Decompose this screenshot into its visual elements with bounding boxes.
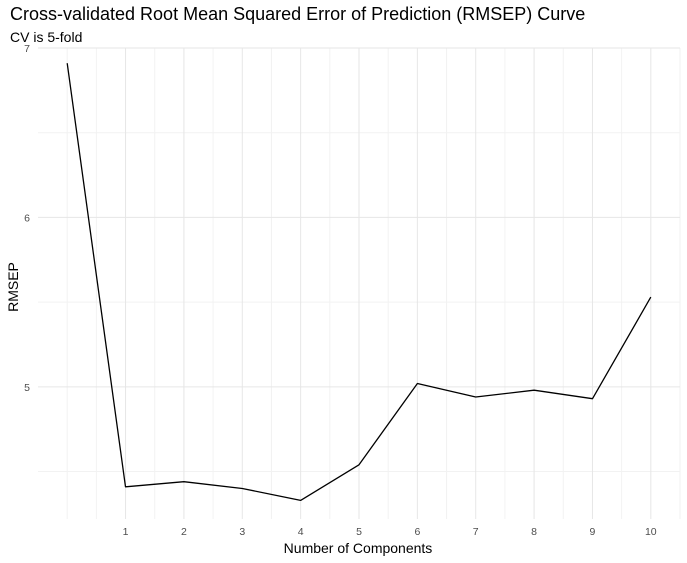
x-tick-label: 10 <box>645 526 657 538</box>
x-tick-label: 2 <box>181 526 187 538</box>
x-tick-labels: 1 2 3 4 5 6 7 8 9 10 <box>123 526 657 538</box>
minor-gridlines <box>38 48 681 519</box>
x-tick-label: 1 <box>123 526 129 538</box>
x-tick-label: 5 <box>356 526 362 538</box>
x-tick-label: 7 <box>473 526 479 538</box>
x-axis-title: Number of Components <box>284 540 433 556</box>
x-tick-label: 9 <box>590 526 596 538</box>
major-gridlines <box>38 47 680 519</box>
chart-subtitle: CV is 5-fold <box>10 29 83 45</box>
y-tick-label: 6 <box>24 212 30 224</box>
rmsep-series-line <box>66 63 652 502</box>
y-axis-title: RMSEP <box>5 262 21 312</box>
x-tick-label: 8 <box>531 526 537 538</box>
chart-title: Cross-validated Root Mean Squared Error … <box>10 4 586 24</box>
x-tick-label: 4 <box>298 526 304 538</box>
x-tick-label: 3 <box>239 526 245 538</box>
series-layer <box>66 63 652 502</box>
y-tick-label: 7 <box>24 43 30 55</box>
y-tick-label: 5 <box>24 382 30 394</box>
y-tick-labels: 5 6 7 <box>24 43 30 394</box>
x-tick-label: 6 <box>414 526 420 538</box>
